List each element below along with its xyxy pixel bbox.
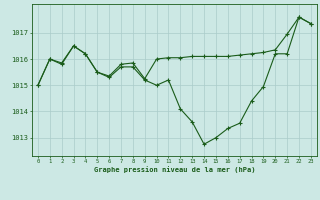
X-axis label: Graphe pression niveau de la mer (hPa): Graphe pression niveau de la mer (hPa) [94,166,255,173]
